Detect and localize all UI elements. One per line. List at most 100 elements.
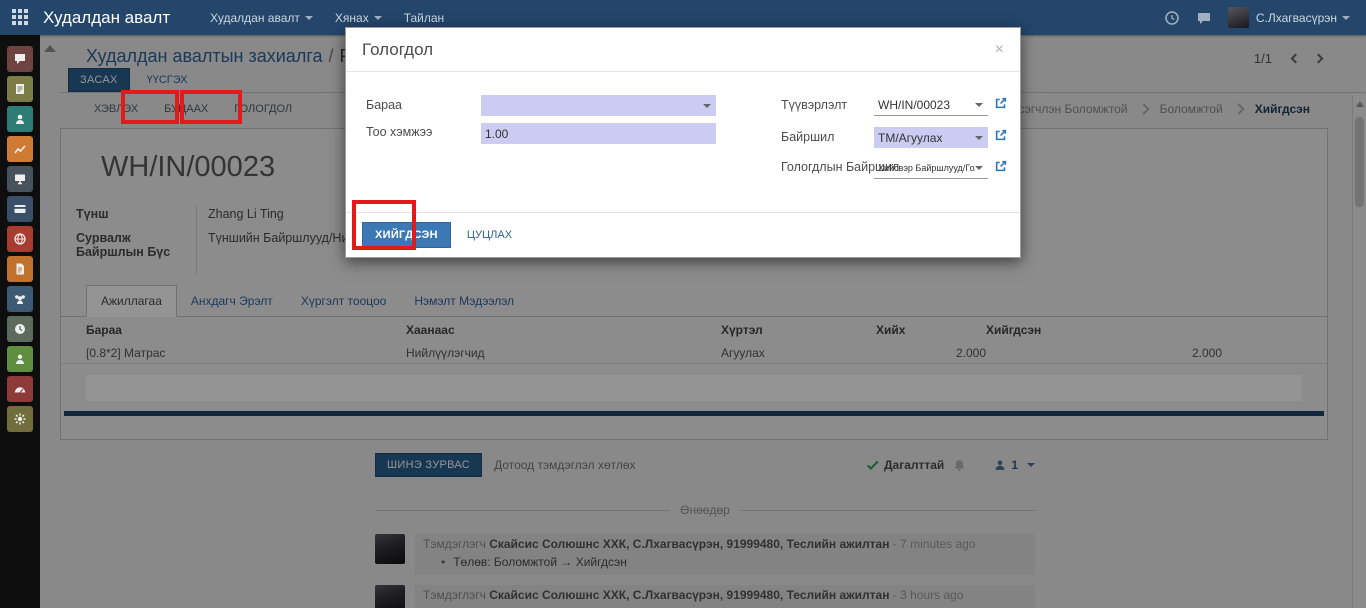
message-avatar[interactable] [375, 585, 405, 608]
menu-monitor[interactable]: Хянах [335, 11, 382, 25]
external-link-icon[interactable] [994, 96, 1008, 110]
log-note-button[interactable]: Дотоод тэмдэглэл хөтлөх [494, 458, 636, 472]
cell-done: 2.000 [1191, 345, 1222, 360]
attendance-clock-icon[interactable] [7, 316, 33, 342]
dashboard-gauge-icon[interactable] [7, 376, 33, 402]
message-author[interactable]: Скайсис Солюшнс ХХК, С.Лхагвасүрэн, 9199… [489, 537, 890, 551]
user-avatar[interactable] [1227, 7, 1249, 28]
cell-todo: 2.000 [955, 345, 986, 360]
chevron-down-icon [975, 135, 983, 140]
close-icon[interactable]: × [994, 40, 1004, 58]
tab-initial-demand[interactable]: Анхдагч Эрэлт [190, 294, 273, 308]
product-label: Бараа [366, 98, 403, 112]
picking-select[interactable]: WH/IN/00023 [874, 95, 988, 116]
contacts-icon[interactable] [7, 106, 33, 132]
chevron-down-icon [304, 15, 313, 20]
discuss-icon[interactable] [7, 46, 33, 72]
external-link-icon[interactable] [994, 159, 1008, 173]
message-timestamp: - 7 minutes ago [892, 537, 976, 551]
cell-from: Нийлүүлэгчид [406, 345, 485, 360]
notebook-tabs: Ажиллагаа Анхдагч Эрэлт Хүргэлт тооцоо Н… [61, 285, 1327, 317]
menu-report[interactable]: Тайлан [403, 10, 445, 25]
user-menu[interactable]: С.Лхагвасүрэн [1256, 11, 1350, 25]
activity-clock-icon[interactable] [1164, 10, 1180, 26]
messages-bubble-icon[interactable] [1196, 10, 1212, 26]
chevron-down-icon [703, 103, 711, 108]
breadcrumb-separator: / [328, 46, 334, 66]
external-link-icon[interactable] [994, 128, 1008, 142]
website-globe-icon[interactable] [7, 226, 33, 252]
dialog-body: Бараа Тоо хэмжээ 1.00 Түүвэрлэлт WH/IN/0… [346, 72, 1020, 213]
purchase-doc-icon[interactable] [7, 256, 33, 282]
cell-product: [0.8*2] Матрас [86, 345, 166, 360]
follower-person-icon [995, 460, 1005, 470]
quantity-label: Тоо хэмжээ [366, 125, 433, 139]
new-message-button[interactable]: ШИНЭ ЗУРВАС [375, 453, 483, 477]
operations-table: Бараа Хаанаас Хүртэл Хийх Хийгдсэн [0.8*… [61, 318, 1327, 364]
chatter: ШИНЭ ЗУРВАС Дотоод тэмдэглэл хөтлөх Дага… [375, 453, 1035, 608]
sales-chart-icon[interactable] [7, 136, 33, 162]
col-todo: Хийх [876, 323, 906, 337]
scrap-location-select[interactable]: Хийсвэр Байршлууд/Гологдол болг [874, 158, 988, 179]
message-avatar[interactable] [375, 534, 405, 564]
message-author[interactable]: Скайсис Солюшнс ХХК, С.Лхагвасүрэн, 9199… [489, 588, 890, 602]
picking-label: Түүвэрлэлт [781, 98, 848, 112]
payment-card-icon[interactable] [7, 196, 33, 222]
chevron-down-icon [1027, 463, 1035, 467]
partner-value[interactable]: Zhang Li Ting [208, 207, 284, 221]
dialog-header: Гологдол × [346, 28, 1020, 72]
scrap-dialog: Гологдол × Бараа Тоо хэмжээ 1.00 Түүвэрл… [345, 27, 1021, 258]
tab-operations[interactable]: Ажиллагаа [86, 285, 177, 317]
statusbar-step-partially-available[interactable]: Хэсэгчлэн Боломжтой [1004, 101, 1128, 116]
statusbar-step-done[interactable]: Хийгдсэн [1254, 101, 1310, 116]
print-button[interactable]: ХЭВЛЭХ [85, 99, 147, 119]
app-sidebar [0, 35, 40, 608]
create-button[interactable]: ҮҮСГЭХ [136, 69, 199, 91]
date-divider: Өнөөдөр [375, 503, 1035, 517]
empty-list-area [86, 375, 1302, 401]
message-item: Тэмдэглэгч Скайсис Солюшнс ХХК, С.Лхагва… [375, 585, 1035, 608]
done-button[interactable]: ХИЙГДСЭН [362, 222, 451, 248]
pos-monitor-icon[interactable] [7, 166, 33, 192]
message-prefix: Тэмдэглэгч [423, 537, 486, 551]
quantity-input[interactable]: 1.00 [481, 123, 716, 144]
form-buttons: ЗАСАХ ҮҮСГЭХ [68, 68, 199, 92]
tab-shipping-info[interactable]: Хүргэлт тооцоо [300, 294, 387, 308]
message-timestamp: - 3 hours ago [892, 588, 964, 602]
scrollbar-thumb[interactable] [1355, 117, 1364, 207]
followers-count-button[interactable]: 1 [993, 458, 1035, 472]
source-document-link[interactable]: PO00017 [640, 606, 691, 608]
location-label: Байршил [781, 130, 835, 144]
chevron-down-icon [373, 15, 382, 20]
apps-grid-icon[interactable] [12, 9, 29, 26]
edit-button[interactable]: ЗАСАХ [68, 68, 130, 92]
statusbar-step-available[interactable]: Боломжтой [1159, 101, 1223, 116]
group-divider [196, 205, 197, 275]
pager-counter: 1/1 [1253, 51, 1272, 66]
settings-gear-icon[interactable] [7, 406, 33, 432]
breadcrumb-parent-link[interactable]: Худалдан авалтын захиалга [86, 46, 323, 66]
tab-additional-info[interactable]: Нэмэлт Мэдээлэл [414, 294, 515, 308]
col-product: Бараа [86, 323, 122, 337]
chevron-down-icon [975, 103, 983, 107]
partner-label: Түнш [76, 207, 109, 221]
recruitment-person-icon[interactable] [7, 346, 33, 372]
scrollbar-up-icon[interactable] [1356, 101, 1364, 107]
cell-to: Агуулах [721, 345, 765, 360]
dialog-title: Гологдол [362, 39, 434, 59]
table-row[interactable]: [0.8*2] Матрас Нийлүүлэгчид Агуулах 2.00… [61, 342, 1327, 364]
following-button[interactable]: Дагалттай [866, 458, 944, 472]
dialog-footer: ХИЙГДСЭН ЦУЦЛАХ [346, 212, 1020, 257]
scrap-button[interactable]: ГОЛОГДОЛ [225, 99, 301, 119]
main-content: Худалдан авалтын захиалга/PO00017: 200 1… [40, 35, 1366, 608]
notes-icon[interactable] [7, 76, 33, 102]
app-title: Худалдан авалт [43, 7, 171, 27]
vertical-scrollbar[interactable] [1352, 95, 1366, 608]
cancel-button[interactable]: ЦУЦЛАХ [466, 229, 513, 241]
employees-icon[interactable] [7, 286, 33, 312]
menu-purchase[interactable]: Худалдан авалт [210, 11, 313, 25]
bell-icon[interactable] [952, 458, 967, 473]
sidebar-scroll-up-icon[interactable] [44, 45, 56, 52]
product-select[interactable] [481, 95, 716, 116]
location-select[interactable]: TM/Агуулах [874, 127, 988, 148]
